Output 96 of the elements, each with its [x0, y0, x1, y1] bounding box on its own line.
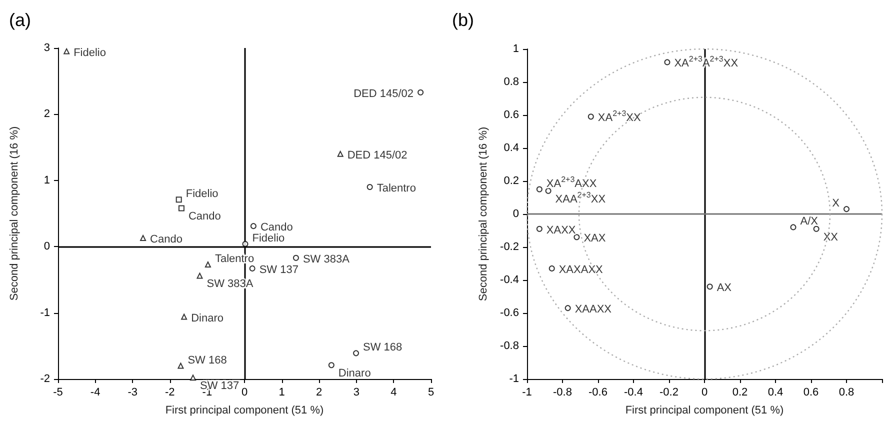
point — [588, 114, 594, 120]
y-tick-label: -0.8 — [500, 340, 519, 352]
data-label: Cando — [188, 210, 221, 223]
y-tick-label: -2 — [40, 373, 50, 385]
y-axis-title: Second principal component (16 %) — [478, 126, 490, 302]
x-tick-label: -5 — [53, 386, 63, 398]
point — [204, 261, 211, 268]
x-tick-label: 1 — [278, 386, 285, 398]
x-tick-label: 3 — [353, 386, 360, 398]
y-tick-label: -0.2 — [500, 241, 519, 253]
y-tick-label: 3 — [44, 42, 50, 54]
x-tick-label: 0 — [701, 386, 708, 398]
x-tick-label: -0.8 — [553, 386, 572, 398]
point — [536, 186, 542, 192]
point — [140, 234, 146, 241]
y-tick-label: 2 — [44, 108, 50, 120]
chart-title: (a) — [9, 10, 31, 30]
data-label: Cando — [260, 222, 293, 234]
x-tick-label: 0.2 — [732, 386, 748, 398]
x-tick-label: -3 — [128, 386, 138, 398]
data-label: Cando — [150, 233, 182, 246]
x-tick-label: -0.6 — [588, 386, 608, 398]
point — [366, 184, 373, 190]
point — [181, 314, 188, 320]
data-label: XX — [823, 231, 839, 244]
y-tick-label: 0.4 — [504, 142, 519, 154]
data-label: SW 168 — [363, 342, 402, 354]
data-label: A/X — [800, 216, 819, 228]
point — [178, 362, 184, 369]
x-tick-label: -4 — [90, 386, 100, 398]
point — [353, 350, 360, 356]
x-tick-label: -2 — [165, 386, 175, 398]
point — [564, 305, 571, 312]
data-label: XAX — [584, 232, 606, 245]
point — [242, 240, 248, 247]
y-tick-label: 0 — [44, 240, 50, 253]
data-label: XAXAXX — [558, 264, 604, 276]
data-label: Fidelio — [252, 232, 285, 244]
y-tick-label: 0 — [512, 208, 519, 220]
data-label: SW 383A — [302, 253, 350, 266]
point — [844, 206, 850, 212]
data-label: Talentro — [376, 182, 416, 195]
y-axis-title: Second principal component (16 %) — [8, 126, 20, 301]
y-tick-label: -0.6 — [500, 307, 519, 319]
point — [337, 150, 344, 157]
data-label: Fidelio — [74, 46, 106, 59]
data-label: SW 168 — [188, 354, 227, 366]
data-label: DED 145/02 — [354, 88, 414, 100]
point — [190, 374, 196, 381]
point — [813, 226, 820, 232]
point — [178, 205, 184, 212]
data-label: Fidelio — [186, 188, 218, 200]
x-tick-label: -1 — [522, 386, 532, 398]
point — [64, 48, 70, 54]
y-tick-label: 0.2 — [504, 175, 519, 187]
point — [176, 196, 182, 203]
y-tick-label: -1 — [509, 373, 519, 385]
point — [328, 362, 334, 368]
data-label: XAAXX — [574, 304, 612, 316]
x-tick-label: 0.6 — [803, 386, 819, 398]
data-label: SW 137 — [259, 264, 298, 276]
point — [548, 265, 555, 272]
x-tick-label: 0 — [241, 386, 248, 398]
point — [196, 272, 203, 279]
point — [250, 223, 256, 230]
x-tick-label: 5 — [428, 386, 434, 398]
point — [418, 89, 424, 96]
data-label: XAXX — [546, 224, 576, 236]
x-tick-label: 0.4 — [768, 386, 784, 398]
chart-title: (b) — [452, 10, 474, 30]
y-tick-label: 0.6 — [504, 109, 519, 121]
data-label: AX — [716, 282, 732, 294]
point — [249, 265, 256, 272]
y-tick-label: 0.8 — [504, 76, 519, 88]
data-label: X — [832, 198, 840, 210]
x-tick-label: 2 — [316, 386, 322, 398]
point — [790, 224, 796, 230]
point — [545, 188, 552, 194]
x-tick-label: 4 — [390, 386, 397, 398]
point — [664, 59, 670, 66]
point — [292, 254, 299, 261]
x-tick-label: -0.2 — [660, 386, 678, 398]
point — [574, 234, 580, 240]
data-label: Dinaro — [338, 368, 371, 380]
point — [706, 284, 713, 290]
x-axis-title: First principal component (51 %) — [165, 404, 324, 416]
data-label: Dinaro — [191, 312, 224, 324]
y-tick-label: 1 — [512, 43, 519, 55]
x-tick-label: -0.4 — [624, 386, 643, 398]
y-tick-label: -0.4 — [500, 274, 519, 286]
y-tick-label: 1 — [44, 174, 50, 186]
data-label: DED 145/02 — [347, 149, 408, 162]
point — [536, 226, 542, 232]
x-tick-label: 0.8 — [838, 386, 854, 398]
y-tick-label: -1 — [40, 306, 50, 319]
x-axis-title: First principal component (51 %) — [625, 404, 784, 416]
